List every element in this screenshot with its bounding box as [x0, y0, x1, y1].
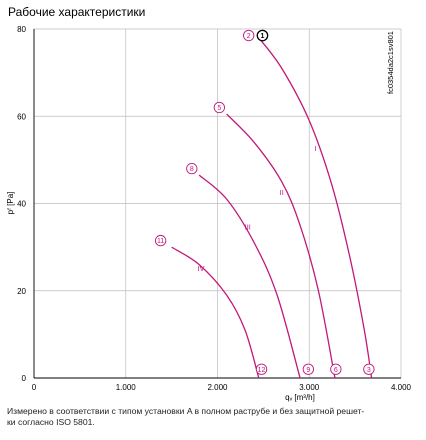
footnote-line: ки согласно ISO 5801. [7, 416, 95, 427]
operating-point-3: 3 [363, 363, 375, 375]
operating-point-11: 11 [154, 234, 167, 247]
axes: 0 1.000 2.000 3.000 4.000 0 20 40 60 80 [17, 25, 411, 392]
operating-point-marker [213, 101, 225, 114]
y-tick-label: 40 [17, 200, 26, 209]
operating-point-label: 2 [247, 33, 251, 40]
operating-point-label: 6 [334, 367, 338, 374]
operating-point-marker [255, 363, 268, 375]
footnote-line: Измерено в соответствии с типом установк… [7, 406, 365, 416]
x-tick-label: 3.000 [299, 383, 320, 392]
operating-point-9: 9 [302, 363, 314, 375]
x-tick-label: 1.000 [116, 383, 137, 392]
footnote: Измерено в соответствии с типом установк… [7, 406, 419, 427]
y-tick-label: 60 [17, 112, 26, 121]
operating-point-marker [330, 363, 342, 375]
x-tick-label: 2.000 [207, 383, 228, 392]
y-tick-label: 80 [17, 25, 26, 34]
operating-point-label: 1 [261, 33, 265, 40]
y-axis-label: pᶠ [Pa] [6, 192, 15, 215]
operating-point-marker [256, 29, 269, 42]
series-label: III [245, 223, 251, 232]
operating-point-6: 6 [330, 363, 342, 375]
y-tick-label: 0 [22, 374, 27, 383]
series-line-ii [226, 113, 336, 379]
series-line-iv [171, 246, 260, 379]
series-label: I [315, 144, 317, 153]
x-tick-label: 0 [32, 383, 37, 392]
operating-point-1: 1 [256, 29, 269, 42]
operating-point-8: 8 [186, 162, 198, 175]
x-axis-label: qᵥ [m³/h] [285, 393, 315, 402]
operating-point-label: 11 [157, 238, 164, 245]
operating-point-label: 8 [190, 166, 194, 173]
operating-point-5: 5 [213, 101, 225, 114]
operating-point-marker [186, 162, 198, 175]
operating-point-label: 12 [258, 367, 266, 374]
operating-point-marker [363, 363, 375, 375]
operating-point-marker [243, 29, 255, 42]
series-line-i [258, 37, 373, 379]
x-tick-label: 4.000 [391, 383, 412, 392]
series-label: IV [197, 264, 204, 273]
chart-code: fc0354da2c1sv801 [386, 31, 395, 94]
operating-point-marker [154, 234, 167, 247]
operating-point-12: 12 [255, 363, 268, 375]
operating-point-2: 2 [243, 29, 255, 42]
operating-point-label: 9 [306, 367, 310, 374]
series-label: II [280, 188, 284, 197]
operating-point-marker [302, 363, 314, 375]
operating-point-label: 5 [217, 105, 221, 112]
page-title: Рабочие характеристики [8, 5, 146, 19]
grid [33, 28, 402, 379]
y-tick-label: 20 [17, 287, 26, 296]
series-line-iii [198, 174, 301, 379]
operating-point-label: 3 [367, 367, 371, 374]
